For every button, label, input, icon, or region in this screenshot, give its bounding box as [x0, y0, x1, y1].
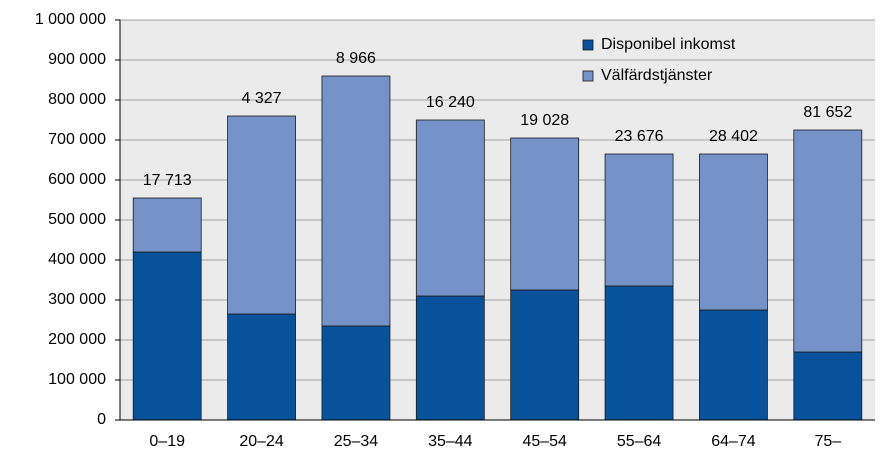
data-label: 19 028	[520, 112, 569, 129]
y-tick-label: 0	[97, 411, 106, 428]
y-tick-label: 900 000	[48, 51, 106, 68]
data-label: 81 652	[803, 104, 852, 121]
legend-label: Disponibel inkomst	[601, 36, 736, 53]
bar-segment	[604, 285, 674, 421]
x-tick-label: 45–54	[522, 433, 567, 450]
legend-swatch	[582, 70, 594, 82]
bar-segment	[227, 313, 296, 421]
y-tick-label: 100 000	[48, 371, 106, 388]
bar-segment	[793, 351, 863, 421]
bar-segment	[604, 153, 674, 287]
y-tick-label: 600 000	[48, 171, 106, 188]
bar-segment	[132, 251, 202, 421]
data-label: 16 240	[426, 94, 475, 111]
bar-segment	[510, 137, 580, 291]
bar-segment	[321, 75, 391, 327]
x-tick-label: 75–	[814, 433, 841, 450]
legend-label: Välfärdstjänster	[601, 67, 713, 84]
data-label: 4 327	[242, 90, 282, 107]
bar-segment	[699, 153, 768, 311]
data-label: 23 676	[615, 128, 664, 145]
x-tick-label: 20–24	[239, 433, 284, 450]
y-tick-label: 500 000	[48, 211, 106, 228]
x-tick-label: 25–34	[334, 433, 379, 450]
y-tick-label: 1 000 000	[35, 11, 106, 28]
bar-segment	[510, 289, 580, 421]
bar-segment	[132, 197, 202, 253]
data-label: 28 402	[709, 128, 758, 145]
y-tick-label: 200 000	[48, 331, 106, 348]
bar-segment	[793, 129, 863, 353]
x-tick-label: 0–19	[149, 433, 185, 450]
data-label: 8 966	[336, 50, 376, 67]
y-tick-label: 700 000	[48, 131, 106, 148]
x-tick-label: 35–44	[428, 433, 473, 450]
x-tick-label: 64–74	[711, 433, 756, 450]
data-label: 17 713	[143, 172, 192, 189]
y-tick-label: 300 000	[48, 291, 106, 308]
bar-segment	[415, 119, 485, 297]
y-tick-label: 400 000	[48, 251, 106, 268]
y-tick-label: 800 000	[48, 91, 106, 108]
bar-segment	[415, 295, 485, 421]
bar-segment	[321, 325, 391, 421]
legend-swatch	[582, 39, 594, 51]
x-tick-label: 55–64	[617, 433, 662, 450]
bar-segment	[227, 115, 296, 315]
bar-segment	[699, 309, 768, 421]
